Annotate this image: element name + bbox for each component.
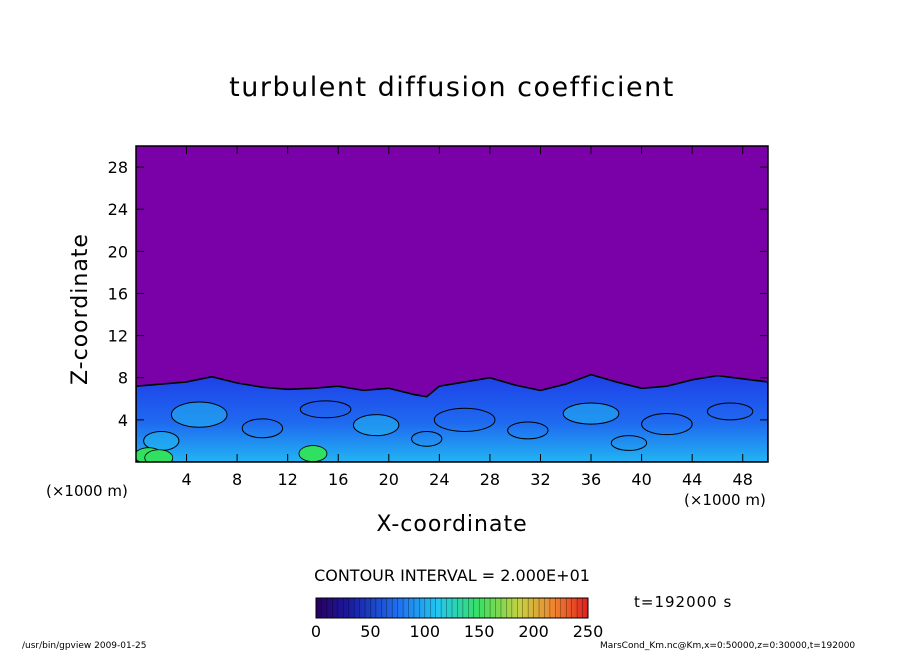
x-axis-label: X-coordinate bbox=[376, 512, 528, 537]
y-axis-unit-note: (×1000 m) bbox=[46, 482, 128, 500]
x-tick-label: 24 bbox=[429, 470, 449, 489]
y-tick-label: 28 bbox=[108, 158, 128, 177]
colorbar-tick-label: 100 bbox=[409, 622, 441, 641]
colorbar-tick-label: 50 bbox=[360, 622, 381, 641]
high-value-patch bbox=[144, 449, 174, 462]
footer-program-date: /usr/bin/gpview 2009-01-25 bbox=[22, 641, 147, 651]
x-tick-label: 28 bbox=[480, 470, 500, 489]
y-tick-label: 24 bbox=[108, 200, 128, 219]
turbulent-layer bbox=[136, 373, 768, 462]
x-tick-label: 12 bbox=[278, 470, 298, 489]
eddy-contour bbox=[562, 402, 620, 425]
chart-title: turbulent diffusion coefficient bbox=[229, 72, 675, 103]
x-tick-label: 44 bbox=[682, 470, 702, 489]
y-tick-label: 20 bbox=[108, 242, 128, 261]
y-tick-label: 16 bbox=[108, 284, 128, 303]
y-axis: 4 8 12 16 20 24 28 bbox=[108, 158, 768, 430]
x-tick-label: 20 bbox=[379, 470, 399, 489]
x-tick-label: 32 bbox=[530, 470, 550, 489]
colorbar-frame bbox=[315, 597, 589, 619]
high-value-patch bbox=[298, 445, 328, 462]
eddy-contour bbox=[411, 430, 443, 447]
x-tick-label: 8 bbox=[232, 470, 242, 489]
y-axis-label: Z-coordinate bbox=[68, 233, 93, 385]
time-label: t=192000 s bbox=[634, 593, 733, 611]
y-tick-label: 12 bbox=[108, 327, 128, 346]
x-tick-label: 16 bbox=[328, 470, 348, 489]
eddy-contour bbox=[241, 418, 284, 439]
x-axis: 4 8 12 16 20 24 28 32 36 40 44 48 bbox=[181, 146, 753, 489]
eddy-contour bbox=[610, 435, 648, 451]
x-tick-label: 48 bbox=[733, 470, 753, 489]
colorbar bbox=[315, 597, 589, 619]
x-axis-unit-note: (×1000 m) bbox=[684, 491, 766, 509]
colorbar-tick-label: 250 bbox=[572, 622, 604, 641]
eddy-contour bbox=[433, 407, 496, 432]
colorbar-tick-label: 150 bbox=[463, 622, 495, 641]
footer-data-source: MarsCond_Km.nc@Km,x=0:50000,z=0:30000,t=… bbox=[600, 641, 856, 651]
y-tick-label: 8 bbox=[118, 369, 128, 388]
x-tick-label: 4 bbox=[181, 470, 191, 489]
eddy-contour bbox=[170, 401, 228, 428]
eddy-contour bbox=[352, 414, 400, 437]
y-tick-label: 4 bbox=[118, 411, 128, 430]
colorbar-tick-label: 0 bbox=[310, 622, 322, 641]
eddy-contour bbox=[641, 413, 693, 436]
heatmap-layer bbox=[136, 373, 768, 462]
colorbar-tick-label: 200 bbox=[518, 622, 549, 641]
contour-interval-label: CONTOUR INTERVAL = 2.000E+01 bbox=[314, 566, 590, 585]
plot-frame bbox=[135, 145, 769, 463]
eddy-contour bbox=[299, 400, 352, 419]
eddy-contour bbox=[507, 421, 549, 440]
eddy-contour bbox=[706, 402, 754, 421]
x-tick-label: 40 bbox=[631, 470, 651, 489]
x-tick-label: 36 bbox=[581, 470, 601, 489]
